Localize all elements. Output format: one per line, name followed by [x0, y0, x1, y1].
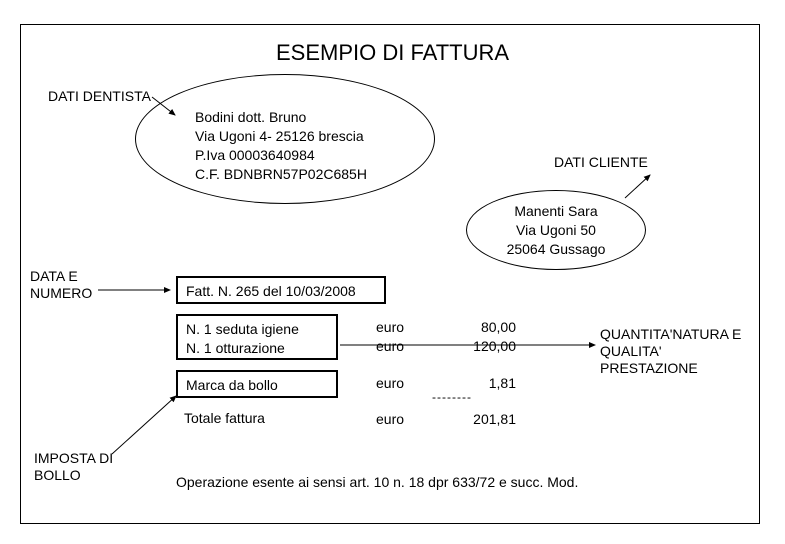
- line1-currency: euro: [376, 318, 436, 337]
- stamp-box: Marca da bollo: [176, 370, 338, 398]
- dentist-cf: C.F. BDNBRN57P02C685H: [195, 165, 367, 184]
- client-name: Manenti Sara: [496, 202, 616, 221]
- line1-value: 80,00: [436, 318, 516, 337]
- separator: --------: [432, 390, 472, 404]
- dentist-address: Via Ugoni 4- 25126 brescia: [195, 127, 367, 146]
- line2-currency: euro: [376, 337, 436, 356]
- client-city: 25064 Gussago: [496, 240, 616, 259]
- dentist-block: Bodini dott. Bruno Via Ugoni 4- 25126 br…: [195, 108, 367, 184]
- document-title: ESEMPIO DI FATTURA: [0, 40, 785, 66]
- total-value: 201,81: [436, 410, 516, 429]
- label-quality: QUANTITA'NATURA E QUALITA' PRESTAZIONE: [600, 326, 741, 376]
- line2-desc: N. 1 otturazione: [186, 339, 328, 358]
- footer-note: Operazione esente ai sensi art. 10 n. 18…: [176, 474, 578, 490]
- stamp-desc: Marca da bollo: [186, 377, 278, 393]
- total-values: euro 201,81: [376, 410, 516, 429]
- invoice-ref: Fatt. N. 265 del 10/03/2008: [186, 283, 356, 299]
- lines-values: euro 80,00 euro 120,00: [376, 318, 516, 356]
- line1-desc: N. 1 seduta igiene: [186, 320, 328, 339]
- label-dentist: DATI DENTISTA: [48, 88, 151, 105]
- label-date-number: DATA E NUMERO: [30, 268, 92, 302]
- line2-value: 120,00: [436, 337, 516, 356]
- dentist-piva: P.Iva 00003640984: [195, 146, 367, 165]
- service-box: N. 1 seduta igiene N. 1 otturazione: [176, 314, 338, 360]
- client-block: Manenti Sara Via Ugoni 50 25064 Gussago: [496, 202, 616, 259]
- dentist-name: Bodini dott. Bruno: [195, 108, 367, 127]
- invoice-ref-box: Fatt. N. 265 del 10/03/2008: [176, 276, 386, 304]
- total-currency: euro: [376, 410, 436, 429]
- label-client: DATI CLIENTE: [554, 154, 648, 171]
- stamp-currency: euro: [376, 374, 436, 393]
- label-stamp-tax: IMPOSTA DI BOLLO: [34, 450, 113, 484]
- client-address: Via Ugoni 50: [496, 221, 616, 240]
- page: ESEMPIO DI FATTURA DATI DENTISTA DATI CL…: [0, 0, 785, 544]
- total-label: Totale fattura: [184, 410, 265, 426]
